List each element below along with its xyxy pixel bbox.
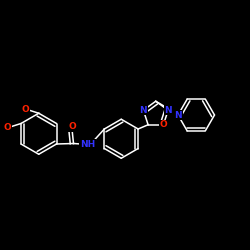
Text: O: O <box>3 123 11 132</box>
Text: NH: NH <box>80 140 95 149</box>
Text: O: O <box>21 105 29 114</box>
Text: N: N <box>174 110 182 120</box>
Text: O: O <box>160 120 167 129</box>
Text: N: N <box>140 106 147 115</box>
Text: O: O <box>68 122 76 131</box>
Text: N: N <box>164 106 172 115</box>
